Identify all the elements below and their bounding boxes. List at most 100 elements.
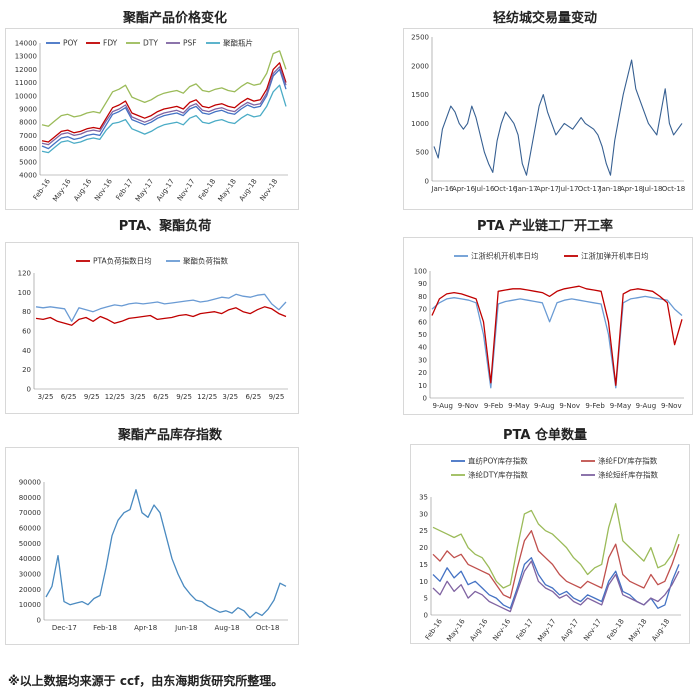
legend-label: PSF <box>183 39 197 48</box>
y-tick-label: 20 <box>419 544 428 552</box>
x-tick-label: Apr-17 <box>536 185 559 193</box>
series-line-2 <box>431 285 683 386</box>
x-tick-label: Feb-18 <box>93 624 117 632</box>
x-tick-label: Apr-18 <box>134 624 157 632</box>
x-tick-label: 9-Nov <box>458 402 479 410</box>
source-footnote: ※以上数据均来源于 ccf，由东海期货研究所整理。 <box>8 674 284 688</box>
y-tick-label: 0 <box>425 178 429 186</box>
legend-label: 涤纶DTY库存指数 <box>468 470 528 480</box>
x-tick-label: 9-Aug <box>432 402 453 410</box>
x-tick-label: Oct-16 <box>494 185 518 193</box>
legend-label: 涤纶FDY库存指数 <box>598 456 658 466</box>
y-tick-label: 10 <box>419 578 428 586</box>
x-tick-label: Jan-16 <box>430 185 454 193</box>
y-tick-label: 90000 <box>19 479 41 487</box>
y-tick-label: 11000 <box>15 79 37 87</box>
y-tick-label: 500 <box>416 149 429 157</box>
x-tick-label: 9-May <box>610 402 631 410</box>
y-tick-label: 35 <box>419 494 428 502</box>
y-tick-label: 70000 <box>19 509 41 517</box>
x-tick-label: Nov-17 <box>582 618 603 643</box>
x-tick-label: Jul-17 <box>558 185 579 193</box>
series-line-5 <box>41 84 287 154</box>
x-tick-label: 9-May <box>508 402 529 410</box>
x-tick-label: May-18 <box>217 178 238 204</box>
x-tick-label: 9-Nov <box>559 402 580 410</box>
x-tick-label: 9/25 <box>176 393 192 401</box>
x-tick-label: Jan-18 <box>598 185 621 193</box>
x-tick-label: Feb-16 <box>424 617 445 642</box>
y-tick-label: 100 <box>414 268 427 276</box>
y-tick-label: 1500 <box>411 91 429 99</box>
y-tick-label: 2000 <box>411 62 429 70</box>
y-tick-label: 40 <box>418 344 427 352</box>
chart5-title: 聚酯产品库存指数 <box>117 428 222 443</box>
x-tick-label: Feb-18 <box>606 618 626 642</box>
series-line-1 <box>431 295 683 389</box>
series-line-3 <box>41 50 287 127</box>
x-tick-label: Apr-16 <box>452 185 476 193</box>
series-line-2 <box>35 293 287 322</box>
x-tick-label: May-17 <box>536 618 557 643</box>
x-tick-label: Feb-17 <box>114 178 134 202</box>
x-tick-label: Jul-16 <box>474 185 495 193</box>
x-tick-label: Nov-17 <box>176 178 197 203</box>
y-tick-label: 13000 <box>15 53 37 61</box>
y-tick-label: 10 <box>418 382 427 390</box>
series-line-1 <box>41 68 287 150</box>
y-tick-label: 80 <box>418 293 427 301</box>
x-tick-label: 9-Nov <box>661 402 682 410</box>
x-tick-label: May-18 <box>627 618 648 643</box>
y-tick-label: 20 <box>22 366 31 374</box>
y-tick-label: 0 <box>37 617 41 625</box>
y-tick-label: 0 <box>27 386 31 394</box>
y-tick-label: 20 <box>418 369 427 377</box>
x-tick-label: 12/25 <box>197 393 217 401</box>
chart1-panel: 4000 5000 6000 7000 8000 9000 10000 11000 12000 1… <box>5 28 299 210</box>
series-line-2 <box>41 62 287 143</box>
y-tick-label: 8000 <box>19 119 37 127</box>
y-tick-label: 2500 <box>411 34 429 42</box>
y-tick-label: 10000 <box>19 601 41 609</box>
x-tick-label: May-16 <box>445 617 467 643</box>
x-tick-label: 3/25 <box>222 393 238 401</box>
series-line-4 <box>41 66 287 146</box>
y-tick-label: 30 <box>419 510 428 518</box>
legend-label: FDY <box>103 39 118 48</box>
y-tick-label: 30000 <box>19 571 41 579</box>
y-tick-label: 80 <box>22 308 31 316</box>
series-line-1 <box>45 489 287 619</box>
series-line-4 <box>432 560 680 613</box>
x-tick-label: 9-Feb <box>585 402 605 410</box>
y-tick-label: 50 <box>418 331 427 339</box>
x-tick-label: 9-Aug <box>534 402 555 410</box>
series-line-1 <box>433 59 683 176</box>
x-tick-label: 9/25 <box>84 393 100 401</box>
x-tick-label: Aug-18 <box>650 618 671 643</box>
x-tick-label: 12/25 <box>105 393 125 401</box>
x-tick-label: 9-Aug <box>636 402 657 410</box>
y-tick-label: 14000 <box>15 40 37 48</box>
x-tick-label: May-17 <box>134 178 155 204</box>
y-tick-label: 0 <box>424 612 428 620</box>
y-tick-label: 12000 <box>15 66 37 74</box>
legend-label: 聚酯负荷指数 <box>183 256 228 266</box>
chart6-title: PTA 仓单数量 <box>503 428 587 443</box>
x-tick-label: Feb-18 <box>197 178 217 202</box>
y-tick-label: 60 <box>418 318 427 326</box>
legend-label: 直纺POY库存指数 <box>468 456 528 466</box>
legend-label: 江浙织机开机率日均 <box>471 251 539 261</box>
x-tick-label: Nov-18 <box>258 178 279 203</box>
y-tick-label: 50000 <box>19 540 41 548</box>
x-tick-label: Nov-16 <box>93 177 114 202</box>
x-tick-label: Oct-17 <box>578 185 602 193</box>
y-tick-label: 15 <box>419 561 428 569</box>
y-tick-label: 5000 <box>19 158 37 166</box>
y-tick-label: 0 <box>423 395 427 403</box>
x-tick-label: Feb-16 <box>32 177 53 202</box>
y-tick-label: 9000 <box>19 106 37 114</box>
legend-label: 涤纶短纤库存指数 <box>598 470 658 480</box>
y-tick-label: 100 <box>18 289 31 297</box>
y-tick-label: 40 <box>22 347 31 355</box>
